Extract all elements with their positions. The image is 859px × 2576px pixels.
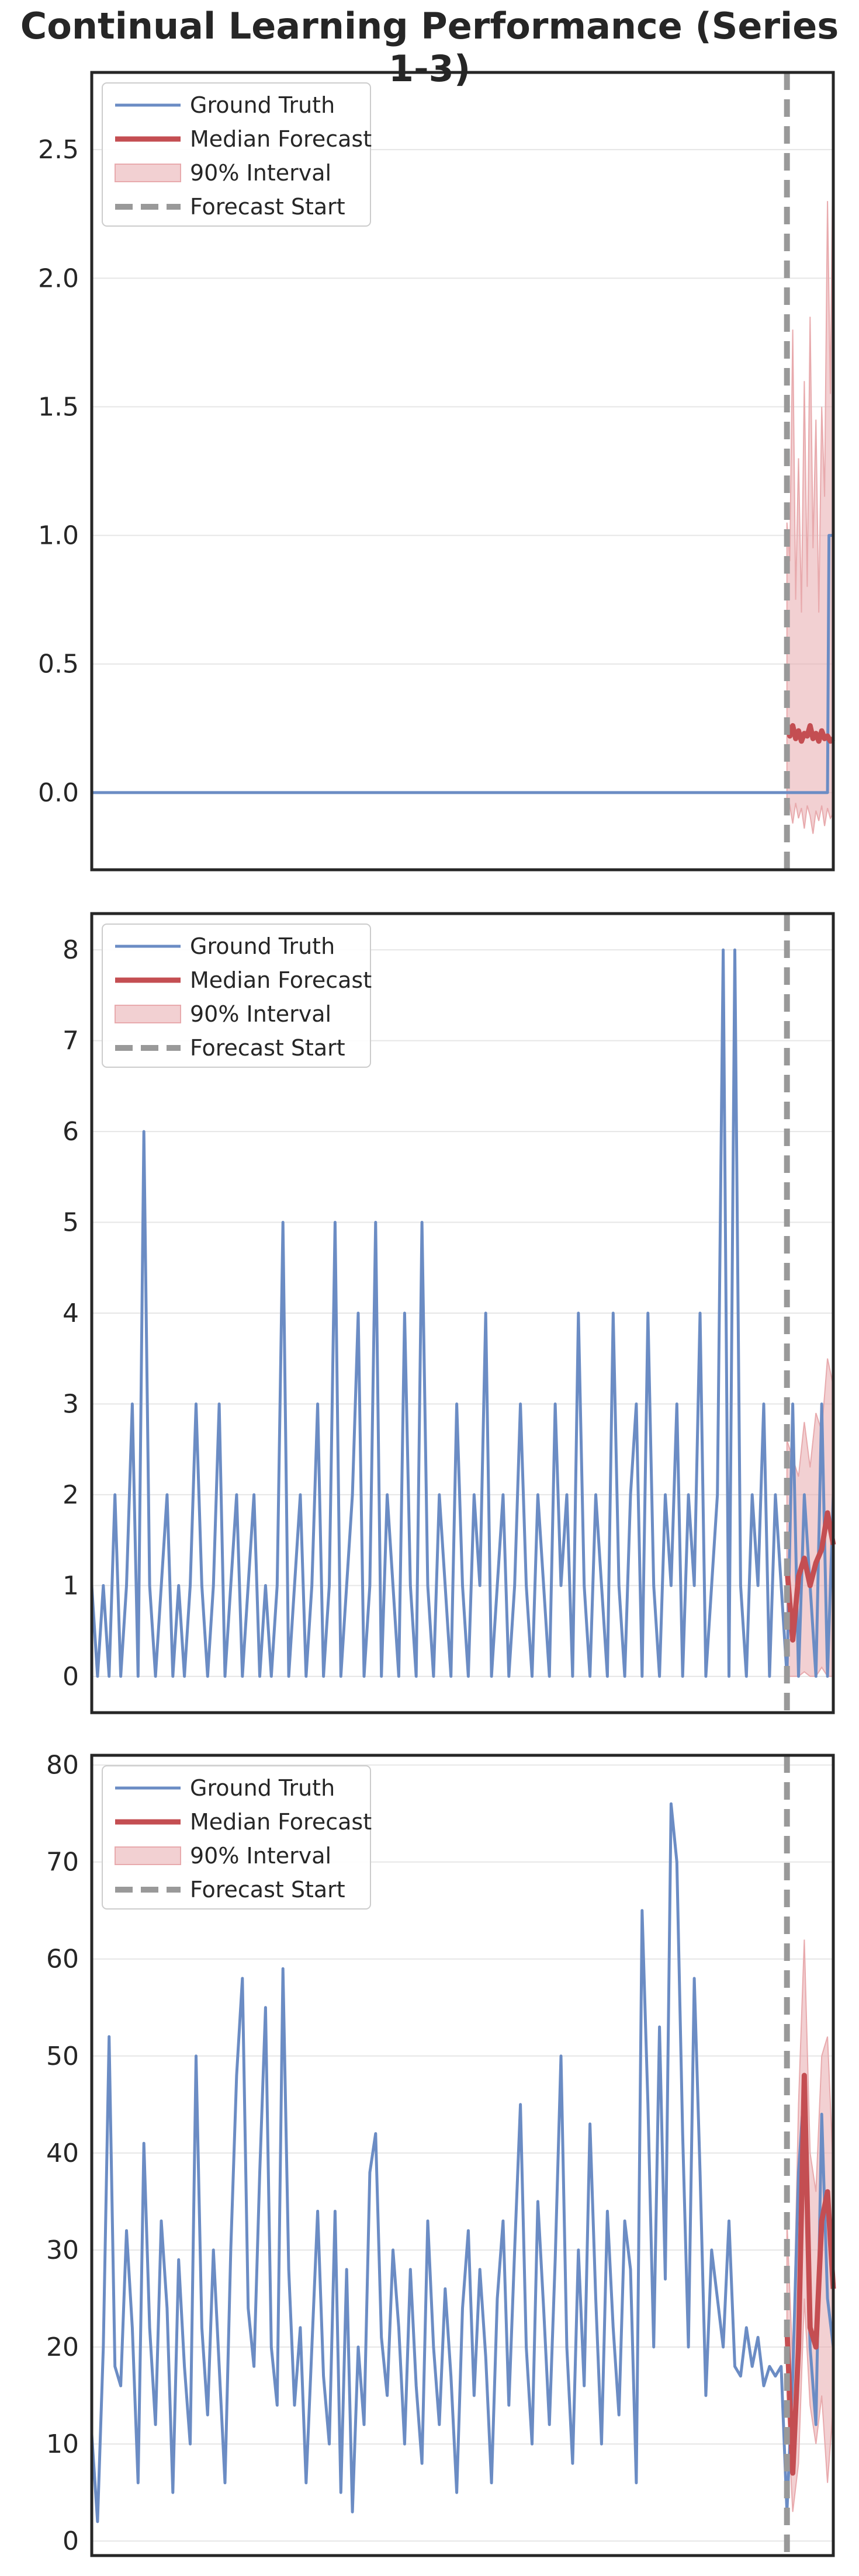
median-forecast-line	[784, 723, 835, 744]
legend-label-interval: 90% Interval	[190, 1843, 331, 1869]
legend-box	[102, 82, 371, 227]
y-tick-label: 60	[46, 1945, 79, 1974]
y-tick-label: 6	[63, 1117, 79, 1147]
plot-frame	[90, 1754, 835, 2557]
y-tick-label: 4	[63, 1299, 79, 1328]
y-tick-label: 3	[63, 1389, 79, 1419]
y-tick-label: 80	[46, 1751, 79, 1780]
legend-box	[102, 1765, 371, 1910]
plot-frame	[90, 71, 835, 872]
y-tick-label: 0.0	[38, 778, 79, 808]
y-tick-label: 10	[46, 2429, 79, 2459]
y-tick-label: 2.5	[38, 135, 79, 165]
y-tick-label: 8	[63, 935, 79, 965]
y-tick-label: 7	[63, 1026, 79, 1056]
legend: Ground Truth Median Forecast 90% Interval F…	[102, 1765, 372, 1910]
ground-truth-line	[90, 1802, 835, 2523]
y-tick-label: 0	[63, 2526, 79, 2556]
legend-box	[102, 924, 371, 1068]
legend-label-median: Median Forecast	[190, 1809, 372, 1835]
y-tick-label: 2	[63, 1480, 79, 1510]
legend: Ground Truth Median Forecast 90% Interval F…	[102, 82, 372, 227]
median-forecast-line	[784, 1510, 836, 1643]
legend: Ground Truth Median Forecast 90% Interval F…	[102, 924, 372, 1068]
y-tick-label: 50	[46, 2042, 79, 2071]
y-tick-label: 0.5	[38, 650, 79, 679]
chart-title: Continual Learning Performance (Series 1…	[20, 5, 839, 90]
y-tick-label: 1	[63, 1571, 79, 1601]
ground-truth-line	[90, 948, 835, 1678]
y-tick-label: 1.5	[38, 392, 79, 422]
legend-swatch-interval	[115, 164, 181, 182]
legend-swatch-interval	[115, 1005, 181, 1023]
y-tick-label: 30	[46, 2235, 79, 2265]
legend-label-ground-truth: Ground Truth	[190, 92, 335, 118]
subplot-2: 0 1 2 3 4 5 6 7 8 Ground Truth Median Forecast 90% …	[63, 912, 836, 1714]
subplot-3: 0 10 20 30 40 50 60 70 80 Ground Truth Median Fore…	[46, 1751, 836, 2557]
y-tick-label: 5	[63, 1208, 79, 1238]
legend-label-median: Median Forecast	[190, 126, 372, 152]
y-tick-label: 1.0	[38, 521, 79, 551]
legend-label-ground-truth: Ground Truth	[190, 1775, 335, 1801]
y-tick-label: 70	[46, 1848, 79, 1877]
y-tick-label: 0	[63, 1662, 79, 1692]
y-tick-label: 20	[46, 2332, 79, 2362]
median-forecast-line	[784, 2072, 836, 2476]
legend-label-interval: 90% Interval	[190, 160, 331, 186]
y-tick-label: 2.0	[38, 263, 79, 293]
plot-frame	[90, 912, 835, 1714]
legend-label-start: Forecast Start	[190, 1035, 345, 1061]
legend-label-start: Forecast Start	[190, 194, 345, 220]
subplot-1: 0.0 0.5 1.0 1.5 2.0 2.5 Ground Truth Median For…	[38, 71, 835, 872]
ground-truth-line	[92, 534, 833, 794]
legend-label-interval: 90% Interval	[190, 1001, 331, 1027]
legend-label-median: Median Forecast	[190, 967, 372, 993]
legend-label-start: Forecast Start	[190, 1877, 345, 1903]
y-tick-label: 40	[46, 2138, 79, 2168]
legend-swatch-interval	[115, 1846, 181, 1865]
legend-label-ground-truth: Ground Truth	[190, 933, 335, 959]
